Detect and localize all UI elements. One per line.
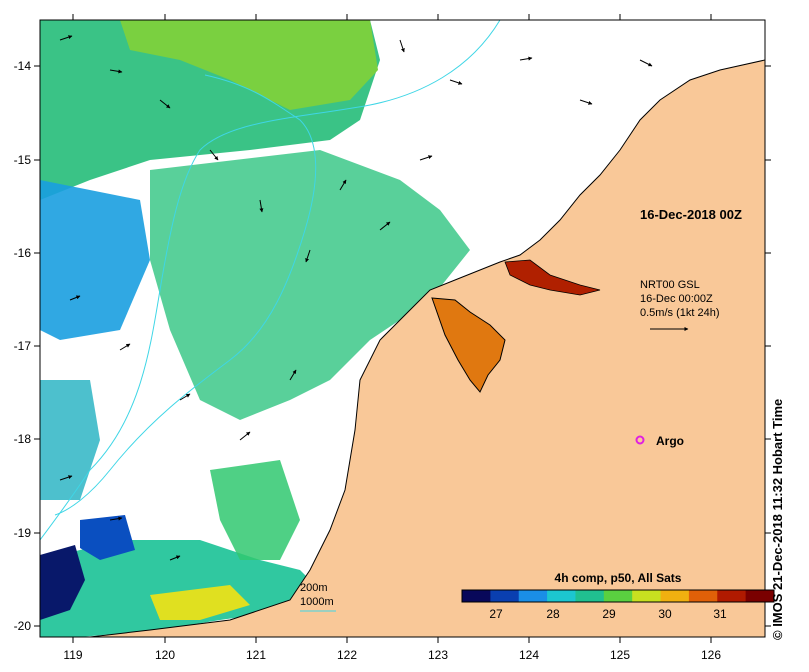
x-tick-label: 121 bbox=[246, 648, 266, 662]
colorbar: 4h comp, p50, All Sats 27 28 29 30 31 bbox=[461, 571, 775, 621]
credit-text: © IMOS 21-Dec-2018 11:32 Hobart Time bbox=[770, 398, 785, 640]
plot-frame bbox=[39, 19, 766, 638]
x-axis bbox=[72, 637, 712, 643]
colorbar-swatch bbox=[518, 590, 548, 602]
colorbar-swatch bbox=[688, 590, 718, 602]
sst-patch-south bbox=[40, 540, 320, 637]
isobath-legend: 200m 1000m bbox=[300, 582, 336, 612]
x-tick-label: 124 bbox=[519, 648, 539, 662]
current-arrow bbox=[419, 155, 433, 161]
current-arrow bbox=[239, 431, 251, 441]
land-area bbox=[89, 20, 765, 637]
king-sound-warm-water bbox=[431, 297, 506, 393]
timestamp-label: 16-Dec-2018 00Z bbox=[640, 207, 742, 222]
fitzroy-warm-channel bbox=[504, 259, 601, 296]
current-arrow bbox=[159, 99, 171, 109]
x-tick-label: 122 bbox=[337, 648, 357, 662]
current-arrow bbox=[119, 343, 131, 351]
current-arrow bbox=[449, 79, 463, 85]
y-axis-labels: -14 -15 -16 -17 -18 -19 -20 bbox=[14, 59, 32, 633]
isobath-lines bbox=[40, 20, 501, 541]
y-tick-label: -20 bbox=[14, 619, 32, 633]
sst-patch-northeast-warm bbox=[120, 20, 378, 110]
current-arrow bbox=[69, 295, 81, 301]
current-arrow bbox=[399, 39, 405, 53]
colorbar-swatch bbox=[745, 590, 775, 602]
current-arrow bbox=[109, 69, 123, 74]
current-arrow bbox=[109, 516, 123, 521]
current-arrow bbox=[339, 179, 347, 191]
isobath-1000m bbox=[54, 74, 317, 516]
current-arrow bbox=[305, 249, 311, 263]
current-arrow bbox=[59, 35, 73, 41]
argo-label: Argo bbox=[656, 434, 684, 448]
current-arrow bbox=[289, 369, 297, 381]
isobath-200m bbox=[40, 20, 501, 541]
colorbar-swatch bbox=[603, 590, 633, 602]
sst-patch-south-warm bbox=[150, 585, 250, 620]
frame-ticks bbox=[72, 14, 771, 627]
sst-patch-far-west bbox=[40, 380, 100, 500]
colorbar-tick-label: 28 bbox=[546, 607, 560, 621]
colorbar-tick-label: 29 bbox=[602, 607, 616, 621]
current-arrow bbox=[379, 221, 391, 231]
colorbar-tick-label: 27 bbox=[489, 607, 503, 621]
sst-patch-coastal-mid bbox=[210, 460, 300, 560]
current-arrow bbox=[179, 393, 191, 401]
sst-patch-west-cool bbox=[40, 180, 150, 340]
info-line-3: 0.5m/s (1kt 24h) bbox=[640, 307, 719, 319]
info-line-1: NRT00 GSL bbox=[640, 279, 700, 291]
x-tick-label: 125 bbox=[610, 648, 630, 662]
y-tick-label: -17 bbox=[14, 339, 32, 353]
colorbar-tick-label: 30 bbox=[658, 607, 672, 621]
colorbar-swatch bbox=[547, 590, 576, 602]
colorbar-tick-label: 31 bbox=[713, 607, 727, 621]
colorbar-swatch bbox=[575, 590, 605, 602]
colorbar-swatch bbox=[632, 590, 662, 602]
info-line-2: 16-Dec 00:00Z bbox=[640, 293, 713, 305]
y-tick-label: -14 bbox=[14, 59, 32, 73]
current-arrow bbox=[169, 555, 181, 561]
sst-patch-central bbox=[150, 150, 470, 420]
y-tick-label: -16 bbox=[14, 246, 32, 260]
colorbar-title: 4h comp, p50, All Sats bbox=[555, 571, 682, 585]
x-tick-label: 120 bbox=[155, 648, 175, 662]
colorbar-frame bbox=[461, 589, 775, 603]
y-axis bbox=[34, 65, 40, 627]
current-arrow bbox=[579, 99, 593, 105]
x-tick-label: 126 bbox=[701, 648, 721, 662]
current-arrow bbox=[519, 56, 533, 61]
current-arrow bbox=[209, 149, 219, 161]
current-arrow bbox=[639, 59, 653, 67]
colorbar-swatch bbox=[490, 590, 520, 602]
colorbar-swatches bbox=[462, 590, 775, 602]
y-tick-label: -18 bbox=[14, 432, 32, 446]
sst-patch-southwest-dark bbox=[40, 545, 85, 620]
colorbar-swatch bbox=[660, 590, 690, 602]
argo-float-marker[interactable] bbox=[635, 435, 645, 445]
isobath-label-1000m: 1000m bbox=[300, 596, 334, 608]
x-axis-labels: 119 120 121 122 123 124 125 126 bbox=[63, 648, 721, 662]
y-tick-label: -15 bbox=[14, 153, 32, 167]
x-tick-label: 119 bbox=[63, 648, 82, 662]
y-tick-label: -19 bbox=[14, 526, 32, 540]
isobath-label-200m: 200m bbox=[300, 582, 328, 594]
sst-field bbox=[40, 20, 470, 637]
current-arrow bbox=[259, 199, 264, 213]
current-vectors bbox=[59, 35, 653, 561]
sst-patch-southwest-cool bbox=[80, 515, 135, 560]
x-tick-label: 123 bbox=[428, 648, 448, 662]
info-block: NRT00 GSL 16-Dec 00:00Z 0.5m/s (1kt 24h) bbox=[640, 279, 719, 319]
colorbar-swatch bbox=[462, 590, 491, 602]
current-arrow bbox=[59, 475, 73, 481]
colorbar-swatch bbox=[717, 590, 747, 602]
